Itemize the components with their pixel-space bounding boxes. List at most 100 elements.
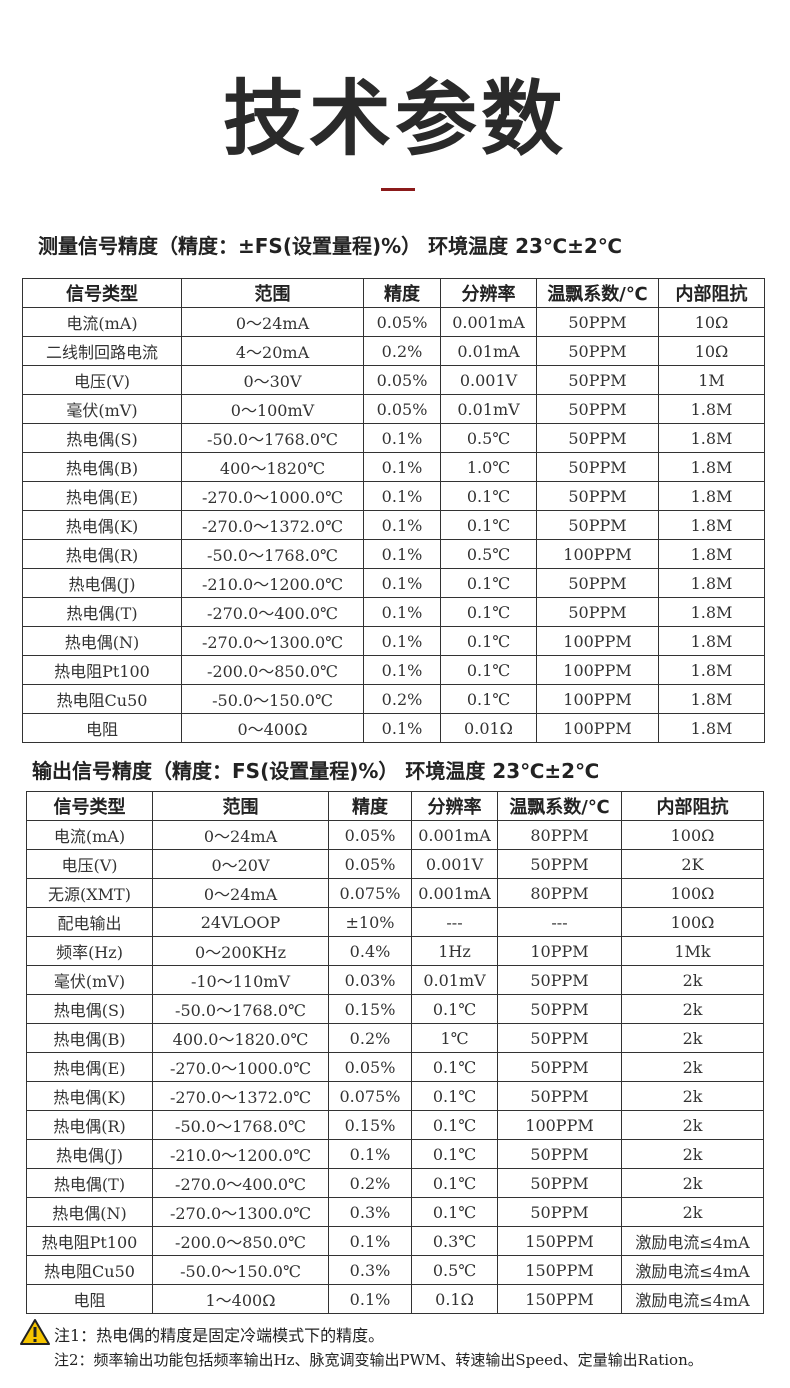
table-cell: 0.2%	[363, 336, 441, 366]
table-cell: 热电阻Pt100	[22, 655, 182, 685]
table-cell: -50.0～1768.0℃	[152, 994, 329, 1024]
table-cell: 0.1%	[363, 597, 441, 627]
table-cell: 热电偶(B)	[26, 1023, 153, 1053]
table-cell: 配电输出	[26, 907, 153, 937]
table-cell: 电流(mA)	[22, 307, 182, 337]
table-row: 热电偶(N) -270.0～1300.0℃ 0.3% 0.1℃ 50PPM 2k	[26, 1197, 764, 1227]
table-cell: 0.01mV	[411, 965, 498, 995]
table-row: 热电偶(B) 400～1820℃ 0.1% 1.0℃ 50PPM 1.8M	[22, 452, 765, 482]
table-cell: 热电偶(N)	[22, 626, 182, 656]
table-cell: 毫伏(mV)	[26, 965, 153, 995]
table-cell: -200.0～850.0℃	[181, 655, 364, 685]
table-cell: 0.05%	[328, 1052, 412, 1082]
table-cell: 2k	[621, 1168, 764, 1198]
table-cell: 0～24mA	[152, 820, 329, 850]
table-row: 热电偶(K) -270.0～1372.0℃ 0.1% 0.1℃ 50PPM 1.8M	[22, 510, 765, 540]
table-cell: 50PPM	[536, 394, 659, 424]
table-cell: 80PPM	[497, 878, 622, 908]
table-row: 热电偶(T) -270.0～400.0℃ 0.2% 0.1℃ 50PPM 2k	[26, 1168, 764, 1198]
table-cell: 10Ω	[658, 336, 765, 366]
table-cell: 毫伏(mV)	[22, 394, 182, 424]
header-cell: 分辨率	[440, 278, 537, 308]
table-cell: 频率(Hz)	[26, 936, 153, 966]
table-cell: 0.1℃	[440, 684, 537, 714]
table-cell: 热电偶(B)	[22, 452, 182, 482]
table-cell: 0～24mA	[152, 878, 329, 908]
table-cell: 电压(V)	[26, 849, 153, 879]
table-cell: 100PPM	[536, 539, 659, 569]
note: 注2：频率输出功能包括频率输出Hz、脉宽调变输出PWM、转速输出Speed、定量…	[54, 1351, 703, 1369]
table-cell: 2k	[621, 1139, 764, 1169]
table-cell: 热电偶(R)	[22, 539, 182, 569]
table-cell: 0.001V	[411, 849, 498, 879]
table-cell: -10～110mV	[152, 965, 329, 995]
table-cell: 10Ω	[658, 307, 765, 337]
table-cell: -270.0～400.0℃	[152, 1168, 329, 1198]
table-cell: 热电偶(J)	[22, 568, 182, 598]
table-cell: -50.0～150.0℃	[152, 1255, 329, 1285]
table-row: 热电偶(E) -270.0～1000.0℃ 0.1% 0.1℃ 50PPM 1.8M	[22, 481, 765, 511]
table-row: 热电阻Cu50 -50.0～150.0℃ 0.2% 0.1℃ 100PPM 1.8M	[22, 684, 765, 714]
table-cell: 热电偶(N)	[26, 1197, 153, 1227]
table-cell: 50PPM	[497, 1052, 622, 1082]
header-cell: 内部阻抗	[658, 278, 765, 308]
table-cell: 1～400Ω	[152, 1284, 329, 1314]
table-cell: -270.0～1372.0℃	[181, 510, 364, 540]
table-cell: 2k	[621, 965, 764, 995]
table-row: 热电偶(S) -50.0～1768.0℃ 0.15% 0.1℃ 50PPM 2k	[26, 994, 764, 1024]
table-cell: 0.075%	[328, 878, 412, 908]
table-cell: 2k	[621, 1052, 764, 1082]
table-cell: 1.8M	[658, 568, 765, 598]
table-cell: 0.2%	[328, 1023, 412, 1053]
table-cell: 0.1℃	[440, 481, 537, 511]
header-cell: 范围	[181, 278, 364, 308]
table-cell: 0.1℃	[411, 1052, 498, 1082]
table-cell: 0.1%	[363, 481, 441, 511]
table-cell: 1.8M	[658, 481, 765, 511]
table-cell: 0.1%	[363, 452, 441, 482]
table-cell: 80PPM	[497, 820, 622, 850]
measure-table: 信号类型 范围 精度 分辨率 温飘系数/℃ 内部阻抗 电流(mA) 0～24mA 0.05% 0.…	[22, 278, 765, 743]
output-table: 信号类型 范围 精度 分辨率 温飘系数/℃ 内部阻抗 电流(mA) 0～24mA 0.05% 0.…	[26, 791, 764, 1314]
table-cell: 0.01mV	[440, 394, 537, 424]
table-cell: 50PPM	[536, 568, 659, 598]
table-body: 信号类型 范围 精度 分辨率 温飘系数/℃ 内部阻抗 电流(mA) 0～24mA 0.05% 0.…	[26, 791, 764, 1314]
table-row: 热电偶(B) 400.0～1820.0℃ 0.2% 1℃ 50PPM 2k	[26, 1023, 764, 1053]
table-cell: -270.0～1372.0℃	[152, 1081, 329, 1111]
table-cell: 二线制回路电流	[22, 336, 182, 366]
header-row: 信号类型 范围 精度 分辨率 温飘系数/℃ 内部阻抗	[26, 791, 764, 821]
table-cell: 0.01mA	[440, 336, 537, 366]
table-cell: 0～100mV	[181, 394, 364, 424]
table-cell: 1.8M	[658, 539, 765, 569]
table-cell: 1.8M	[658, 655, 765, 685]
table-cell: 0.03%	[328, 965, 412, 995]
header-row: 信号类型 范围 精度 分辨率 温飘系数/℃ 内部阻抗	[22, 278, 765, 308]
table-cell: 0.01Ω	[440, 713, 537, 743]
table-row: 热电偶(R) -50.0～1768.0℃ 0.1% 0.5℃ 100PPM 1.8M	[22, 539, 765, 569]
table-cell: 1Mk	[621, 936, 764, 966]
table-cell: 电压(V)	[22, 365, 182, 395]
table-cell: 电阻	[26, 1284, 153, 1314]
table-cell: -210.0～1200.0℃	[152, 1139, 329, 1169]
table-row: 电流(mA) 0～24mA 0.05% 0.001mA 80PPM 100Ω	[26, 820, 764, 850]
table-cell: 0.075%	[328, 1081, 412, 1111]
table-cell: 1.8M	[658, 713, 765, 743]
table-cell: 10PPM	[497, 936, 622, 966]
table-row: 热电偶(J) -210.0～1200.0℃ 0.1% 0.1℃ 50PPM 2k	[26, 1139, 764, 1169]
table-body: 信号类型 范围 精度 分辨率 温飘系数/℃ 内部阻抗 电流(mA) 0～24mA 0.05% 0.…	[22, 278, 765, 743]
header-cell: 范围	[152, 791, 329, 821]
table-cell: 1.8M	[658, 423, 765, 453]
table-row: 热电偶(S) -50.0～1768.0℃ 0.1% 0.5℃ 50PPM 1.8M	[22, 423, 765, 453]
table-cell: 0.1℃	[411, 1110, 498, 1140]
table-cell: 0.1℃	[411, 1139, 498, 1169]
table-cell: 50PPM	[497, 994, 622, 1024]
table-cell: 0.1%	[328, 1139, 412, 1169]
table-cell: 0.1℃	[411, 1081, 498, 1111]
table-cell: 无源(XMT)	[26, 878, 153, 908]
table-cell: 400.0～1820.0℃	[152, 1023, 329, 1053]
table-cell: 100PPM	[536, 713, 659, 743]
table-cell: 1℃	[411, 1023, 498, 1053]
table-cell: 0.1%	[363, 626, 441, 656]
table-cell: 0.5℃	[440, 423, 537, 453]
